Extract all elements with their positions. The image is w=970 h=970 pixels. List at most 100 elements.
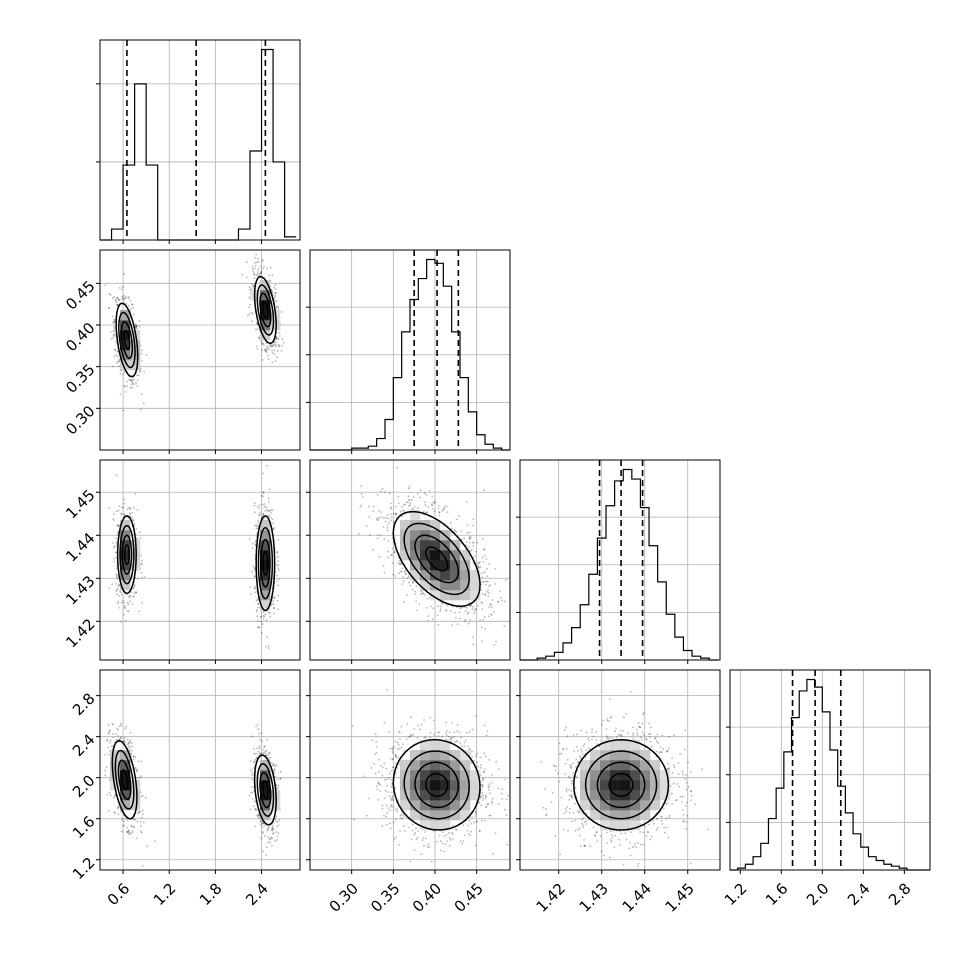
sample-point <box>267 827 269 830</box>
sample-point <box>415 600 418 602</box>
contour-line <box>261 780 269 800</box>
sample-point <box>442 508 445 511</box>
sample-point <box>656 827 659 829</box>
sample-point <box>645 737 648 740</box>
sample-point <box>108 307 110 309</box>
sample-point <box>249 768 252 771</box>
sample-point <box>393 551 396 554</box>
sample-point <box>124 817 127 820</box>
density-cell <box>450 760 461 771</box>
sample-point <box>136 538 139 541</box>
sample-point <box>410 838 413 841</box>
sample-point <box>463 741 466 744</box>
sample-point <box>477 567 480 570</box>
sample-point <box>393 551 395 554</box>
sample-point <box>661 823 664 825</box>
sample-point <box>383 797 386 800</box>
sample-point <box>491 800 493 803</box>
density-cell <box>460 760 471 771</box>
sample-point <box>486 567 488 570</box>
sample-point <box>570 782 573 785</box>
sample-point <box>389 492 391 495</box>
density-cell <box>580 770 591 781</box>
sample-point <box>544 788 546 791</box>
sample-point <box>375 746 378 748</box>
sample-point <box>390 507 393 510</box>
sample-point <box>126 601 129 604</box>
sample-point <box>117 524 120 527</box>
sample-point <box>246 314 249 317</box>
sample-point <box>394 808 397 811</box>
sample-point <box>480 788 483 791</box>
sample-point <box>396 466 399 469</box>
density-layer <box>103 722 282 867</box>
sample-point <box>136 820 139 823</box>
sample-point <box>122 409 125 412</box>
sample-point <box>636 734 639 736</box>
sample-point <box>439 849 442 852</box>
sample-point <box>422 837 425 840</box>
sample-point <box>270 345 272 347</box>
sample-point <box>483 724 486 727</box>
sample-point <box>467 611 470 614</box>
sample-point <box>259 821 262 824</box>
density-cell <box>610 750 621 761</box>
sample-point <box>129 595 132 598</box>
x-tick-label: 1.43 <box>576 880 612 916</box>
sample-point <box>274 292 277 295</box>
sample-point <box>437 735 440 737</box>
sample-point <box>399 814 402 817</box>
sample-point <box>401 505 404 508</box>
sample-point <box>439 840 442 843</box>
sample-point <box>378 771 380 773</box>
axes-frame <box>99 39 301 241</box>
sample-point <box>606 737 609 739</box>
sample-point <box>255 757 258 759</box>
sample-point <box>116 807 119 810</box>
contour-line <box>111 740 138 820</box>
sample-point <box>487 589 490 591</box>
sample-point <box>581 822 583 825</box>
sample-point <box>125 725 127 728</box>
sample-point <box>251 570 253 573</box>
sample-point <box>470 761 473 764</box>
sample-point <box>445 609 447 611</box>
sample-point <box>401 509 404 512</box>
sample-point <box>270 603 273 606</box>
sample-point <box>395 513 397 516</box>
sample-point <box>391 537 394 539</box>
sample-point <box>427 843 430 846</box>
sample-point <box>259 511 261 514</box>
sample-point <box>383 762 386 765</box>
sample-point <box>403 749 406 752</box>
density-cell <box>440 770 451 781</box>
y-tick-label: 0.45 <box>62 277 98 313</box>
sample-point <box>118 595 121 597</box>
sample-point <box>686 801 688 804</box>
sample-point <box>609 830 612 833</box>
sample-point <box>444 843 447 846</box>
sample-point <box>116 577 118 580</box>
sample-point <box>380 511 383 513</box>
sample-point <box>277 343 280 346</box>
sample-point <box>411 823 414 826</box>
sample-point <box>141 601 143 604</box>
density-cell <box>120 800 131 811</box>
sample-point <box>483 489 486 492</box>
sample-point <box>426 597 429 600</box>
density-cell <box>400 800 411 811</box>
sample-point <box>558 752 561 755</box>
sample-point <box>378 516 381 519</box>
sample-point <box>577 761 579 764</box>
sample-point <box>481 608 484 610</box>
sample-point <box>445 731 447 734</box>
sample-point <box>501 599 503 602</box>
sample-point <box>250 287 253 290</box>
sample-point <box>123 739 125 742</box>
density-cell <box>620 780 631 791</box>
sample-point <box>467 832 470 835</box>
sample-point <box>445 610 448 612</box>
sample-point <box>683 748 686 751</box>
sample-point <box>402 825 405 827</box>
sample-point <box>438 511 441 514</box>
